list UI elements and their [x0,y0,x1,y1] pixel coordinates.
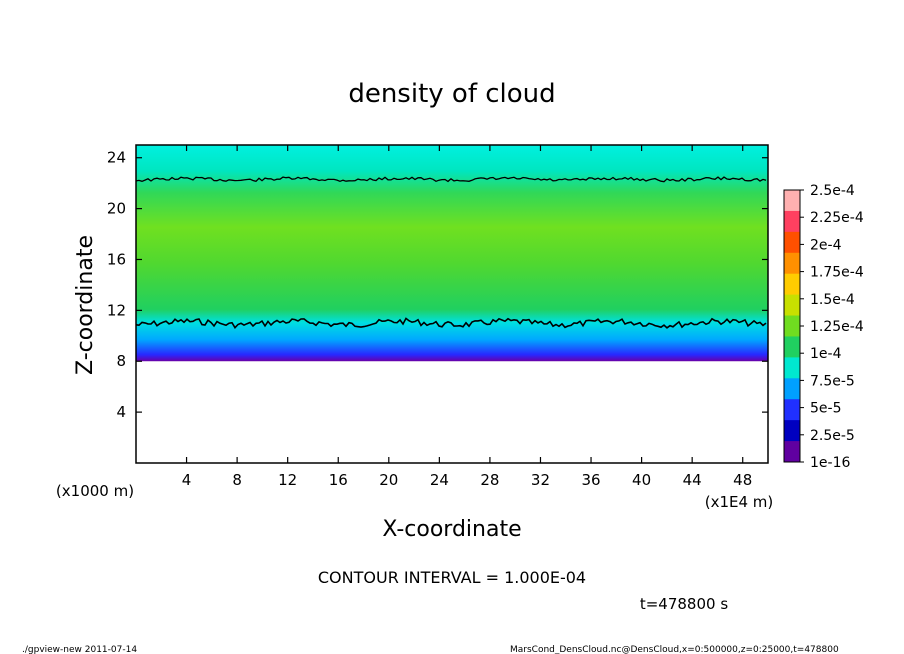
colorbar-label: 2.5e-4 [810,183,855,199]
y-tick-label: 24 [107,149,126,167]
x-tick-label: 28 [480,471,499,489]
colorbar: 2.5e-4 2.25e-4 2e-4 1.75e-4 1.5e-4 1.25e-4 1e-… [783,183,864,471]
colorbar-label: 5e-5 [810,401,841,417]
x-tick-label: 12 [278,471,297,489]
colorbar-label: 7.5e-5 [810,373,855,389]
y-tick-label: 12 [107,301,126,319]
plot-frame [135,144,769,464]
lower-contour-line [135,317,767,330]
x-tick-label: 40 [632,471,651,489]
x-tick-label: 20 [379,471,398,489]
x-tick-label: 4 [182,471,192,489]
chart-title: density of cloud [348,79,555,109]
colorbar-label: 2e-4 [810,237,842,253]
x-axis-title: X-coordinate [382,517,521,542]
colorbar-swatch [784,399,800,421]
x-axis: 4 8 12 16 20 24 28 32 36 40 44 48 [182,145,752,489]
y-tick-label: 16 [107,250,126,268]
colorbar-swatch [784,210,800,233]
x-tick-label: 8 [232,471,242,489]
upper-contour-line [135,176,767,183]
x-tick-label: 44 [683,471,702,489]
contour-interval-label: CONTOUR INTERVAL = 1.000E-04 [318,568,586,587]
colorbar-label: 1.25e-4 [810,319,864,335]
y-tick-label: 4 [116,403,126,421]
y-tick-label: 8 [116,352,126,370]
x-tick-label: 24 [430,471,449,489]
colorbar-label: 1e-16 [810,455,850,471]
footer-source: MarsCond_DensCloud.nc@DensCloud,x=0:5000… [510,645,839,654]
colorbar-swatch [784,357,800,379]
colorbar-swatch [784,336,800,358]
colorbar-swatch [784,441,800,463]
x-tick-label: 16 [329,471,348,489]
footer-program-date: ./gpview-new 2011-07-14 [22,645,137,654]
colorbar-swatch [784,190,800,212]
colorbar-swatch [784,378,800,400]
colorbar-swatch [784,231,800,254]
colorbar-swatch [784,315,800,337]
x-tick-label: 32 [531,471,550,489]
colorbar-label: 1e-4 [810,346,842,362]
x-tick-label: 36 [581,471,600,489]
colorbar-swatch [784,252,800,275]
x-unit-label: (x1E4 m) [705,493,774,511]
time-label: t=478800 s [640,595,728,613]
y-tick-label: 20 [107,200,126,218]
colorbar-swatch [784,420,800,442]
colorbar-label: 2.25e-4 [810,210,864,226]
colorbar-label: 1.5e-4 [810,292,855,308]
y-unit-label: (x1000 m) [56,482,134,500]
y-axis: 4 8 12 16 20 24 [107,149,768,421]
x-tick-label: 48 [733,471,752,489]
colorbar-label: 1.75e-4 [810,265,864,281]
colorbar-swatch [784,294,800,317]
colorbar-label: 2.5e-5 [810,428,855,444]
cloud-density-field [136,145,768,362]
y-axis-title: Z-coordinate [73,235,98,375]
colorbar-swatch [784,273,800,296]
